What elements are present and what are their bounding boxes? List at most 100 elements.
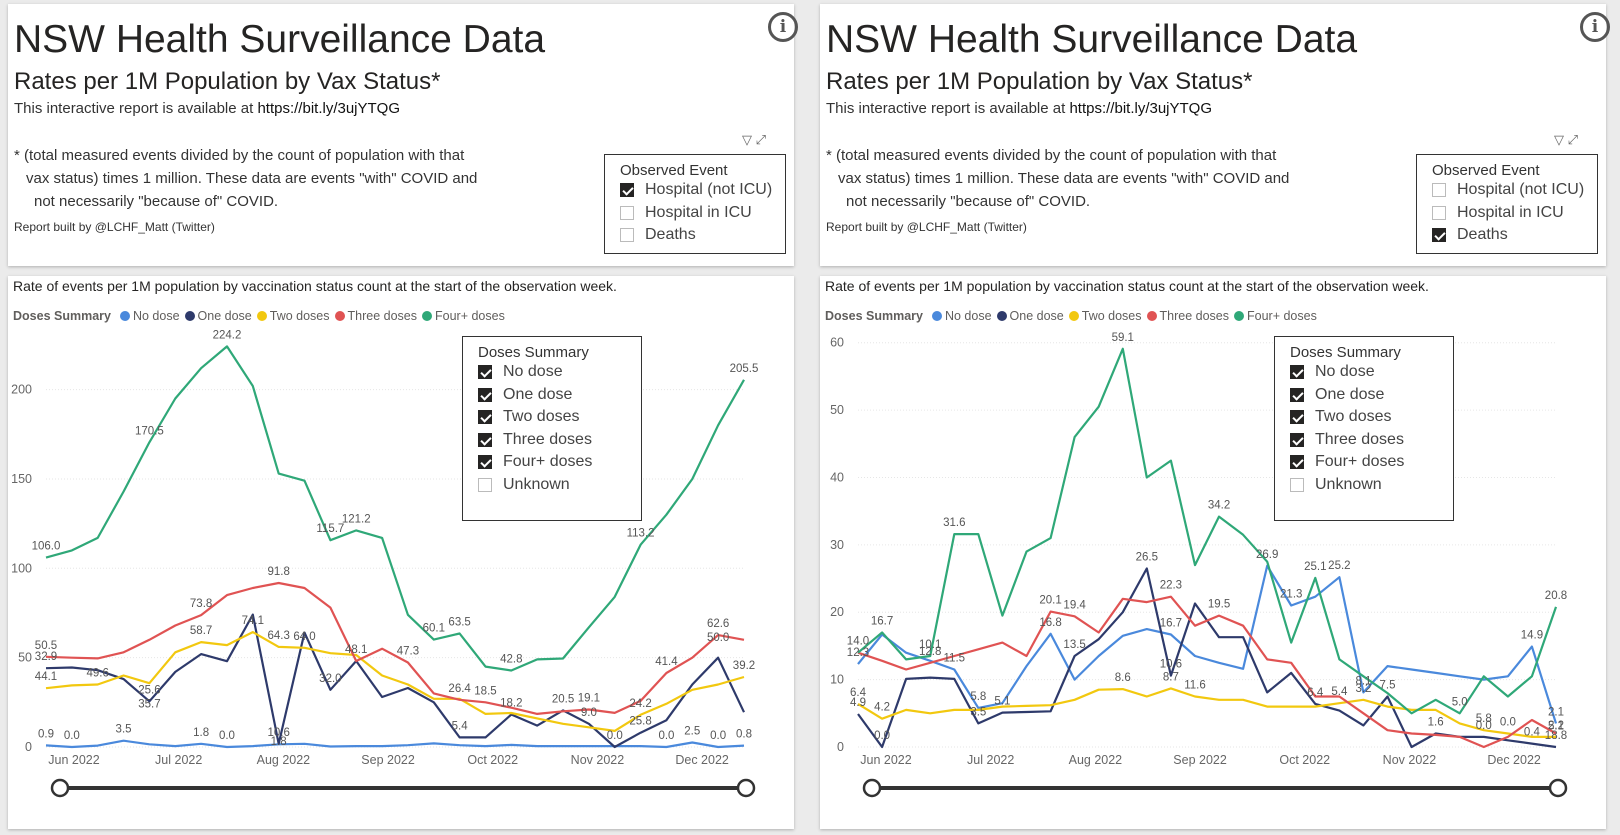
- checkbox-unchecked[interactable]: [1432, 183, 1446, 198]
- data-label: 5.0: [1452, 696, 1468, 708]
- event-option-deaths[interactable]: Deaths: [605, 224, 785, 247]
- dose-option-two[interactable]: Two doses: [1275, 406, 1453, 429]
- event-option-hospital[interactable]: Hospital (not ICU): [1417, 179, 1597, 202]
- dose-option-two[interactable]: Two doses: [463, 406, 641, 429]
- data-label: 73.8: [190, 598, 212, 610]
- chart-title: Rate of events per 1M population by vacc…: [13, 278, 617, 294]
- checkbox-checked[interactable]: [478, 455, 492, 470]
- data-label: 21.3: [1280, 589, 1302, 601]
- footnote-line: not necessarily "because of" COVID.: [34, 193, 279, 210]
- dose-option-four[interactable]: Four+ doses: [463, 451, 641, 474]
- dose-option-three[interactable]: Three doses: [1275, 429, 1453, 452]
- checkbox-checked[interactable]: [1290, 387, 1304, 402]
- checkbox-unchecked[interactable]: [478, 477, 492, 492]
- data-label: 58.7: [190, 625, 212, 637]
- data-label: 224.2: [213, 329, 242, 341]
- event-option-icu[interactable]: Hospital in ICU: [1417, 202, 1597, 225]
- legend-item[interactable]: No dose: [119, 309, 180, 323]
- dose-option-none[interactable]: No dose: [1275, 361, 1453, 384]
- data-label: 10.6: [267, 727, 289, 739]
- footnote: * (total measured events divided by the …: [826, 144, 1326, 213]
- observed-event-slicer: Observed Event Hospital (not ICU) Hospit…: [604, 154, 786, 254]
- report-link[interactable]: https://bit.ly/3ujYTQG: [1069, 100, 1213, 117]
- checkbox-checked[interactable]: [478, 365, 492, 380]
- legend-item[interactable]: Four+ doses: [422, 309, 505, 323]
- option-label: Hospital in ICU: [645, 203, 752, 221]
- dose-option-three[interactable]: Three doses: [463, 429, 641, 452]
- dose-option-one[interactable]: One dose: [463, 384, 641, 407]
- checkbox-checked[interactable]: [478, 410, 492, 425]
- availability-text: This interactive report is available at …: [826, 100, 1212, 117]
- data-label: 34.2: [1208, 500, 1230, 512]
- legend-item[interactable]: One dose: [184, 309, 252, 323]
- range-slider-handle-end: [1548, 778, 1568, 798]
- data-label: 1.8: [193, 727, 209, 739]
- event-option-icu[interactable]: Hospital in ICU: [605, 202, 785, 225]
- data-label: 59.1: [1112, 332, 1134, 344]
- data-label: 26.5: [1136, 551, 1158, 563]
- event-option-hospital[interactable]: Hospital (not ICU): [605, 179, 785, 202]
- legend-item[interactable]: Three doses: [334, 309, 417, 323]
- checkbox-checked[interactable]: [478, 432, 492, 447]
- y-tick-label: 50: [18, 651, 32, 665]
- event-option-deaths[interactable]: Deaths: [1417, 224, 1597, 247]
- legend-item[interactable]: Three doses: [1146, 309, 1229, 323]
- option-label: Three doses: [1315, 430, 1404, 448]
- legend-item[interactable]: Two doses: [256, 309, 330, 323]
- info-icon[interactable]: i: [768, 12, 798, 42]
- checkbox-unchecked[interactable]: [620, 205, 634, 220]
- checkbox-unchecked[interactable]: [620, 228, 634, 243]
- option-label: Unknown: [503, 475, 570, 493]
- legend-item[interactable]: Four+ doses: [1234, 309, 1317, 323]
- dose-option-unknown[interactable]: Unknown: [1275, 474, 1453, 497]
- data-label: 10.6: [1160, 659, 1182, 671]
- legend-label: Four+ doses: [435, 309, 505, 323]
- range-slider-handle-start: [862, 778, 882, 798]
- data-label: 5.4: [452, 720, 469, 732]
- y-tick-label: 0: [837, 740, 844, 754]
- data-label: 2.1: [1548, 706, 1564, 718]
- checkbox-checked[interactable]: [1290, 432, 1304, 447]
- legend-item[interactable]: One dose: [996, 309, 1064, 323]
- option-label: No dose: [503, 363, 563, 380]
- range-slider-handle-start: [50, 778, 70, 798]
- checkbox-checked[interactable]: [620, 183, 634, 198]
- legend-dot: [334, 311, 345, 321]
- checkbox-checked[interactable]: [478, 387, 492, 402]
- data-label: 6.4: [850, 687, 867, 699]
- filter-icon[interactable]: ▽ ⤢: [742, 132, 767, 147]
- dose-option-one[interactable]: One dose: [1275, 384, 1453, 407]
- x-tick-label: Aug 2022: [257, 753, 311, 767]
- legend-item[interactable]: No dose: [931, 309, 992, 323]
- doses-summary-slicer: Doses Summary No dose One dose Two doses…: [462, 336, 642, 521]
- report-link[interactable]: https://bit.ly/3ujYTQG: [257, 100, 401, 117]
- checkbox-checked[interactable]: [1290, 365, 1304, 380]
- data-label: 39.2: [733, 660, 755, 672]
- series-line-four-doses: [45, 345, 745, 672]
- dose-option-four[interactable]: Four+ doses: [1275, 451, 1453, 474]
- dose-option-unknown[interactable]: Unknown: [463, 474, 641, 497]
- dose-option-none[interactable]: No dose: [463, 361, 641, 384]
- legend-title: Doses Summary: [13, 309, 111, 323]
- checkbox-checked[interactable]: [1432, 228, 1446, 243]
- page-subtitle: Rates per 1M Population by Vax Status*: [14, 68, 441, 95]
- info-icon[interactable]: i: [1580, 12, 1610, 42]
- data-label: 5.8: [970, 691, 986, 703]
- checkbox-checked[interactable]: [1290, 455, 1304, 470]
- data-label: 2.5: [684, 726, 700, 738]
- data-label: 25.2: [1328, 560, 1350, 572]
- data-label: 20.5: [552, 693, 574, 705]
- data-label: 8.1: [1355, 675, 1371, 687]
- data-label: 48.1: [345, 644, 367, 656]
- data-label: 64.3: [267, 630, 289, 642]
- filter-icon[interactable]: ▽ ⤢: [1554, 132, 1579, 147]
- built-by-credit: Report built by @LCHF_Matt (Twitter): [826, 220, 1027, 234]
- checkbox-checked[interactable]: [1290, 410, 1304, 425]
- option-label: No dose: [1315, 363, 1375, 380]
- legend-label: Two doses: [1081, 309, 1142, 323]
- footnote-line: * (total measured events divided by the …: [14, 147, 465, 164]
- checkbox-unchecked[interactable]: [1432, 205, 1446, 220]
- legend-label: Three doses: [347, 309, 417, 323]
- legend-item[interactable]: Two doses: [1068, 309, 1142, 323]
- checkbox-unchecked[interactable]: [1290, 477, 1304, 492]
